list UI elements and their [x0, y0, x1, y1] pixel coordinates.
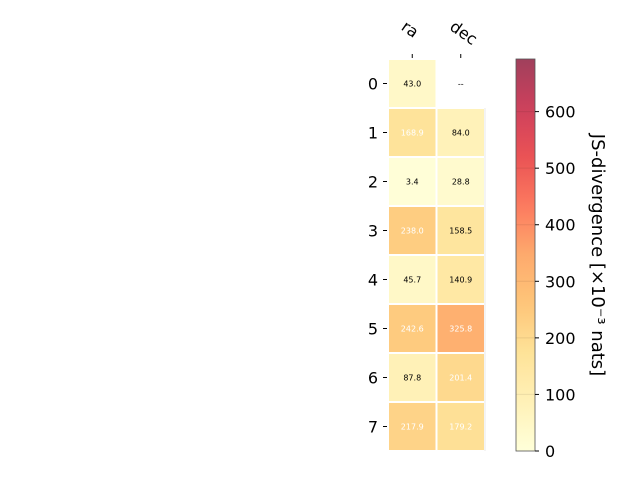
row-tick-label: 1 [368, 124, 378, 143]
heatmap-cell [437, 158, 484, 205]
heatmap-cell-label: 238.0 [401, 227, 424, 236]
column-ticks: ra dec [398, 17, 481, 58]
colorbar-label: JS-divergence [×10⁻³ nats] [587, 133, 608, 376]
heatmap-cell [389, 60, 436, 107]
heatmap-cell [389, 256, 436, 303]
heatmap-cell-label: 45.7 [403, 276, 421, 285]
colorbar-tick-label: 300 [545, 272, 576, 291]
heatmap-cell-label: 84.0 [452, 129, 470, 138]
heatmap-cell-label: 28.8 [452, 178, 470, 187]
heatmap-cell-label: 168.9 [401, 129, 424, 138]
heatmap-cell [437, 207, 484, 254]
heatmap-cell-label: 43.0 [403, 80, 421, 89]
row-tick-label: 7 [368, 418, 378, 437]
colorbar-tick-label: 0 [545, 442, 555, 461]
heatmap-cell-label: -- [458, 80, 464, 89]
heatmap-cell [437, 305, 484, 352]
heatmap-cell [389, 109, 436, 156]
heatmap-cell [389, 158, 436, 205]
heatmap-cell-label: 158.5 [449, 227, 472, 236]
row-tick-label: 2 [368, 173, 378, 192]
heatmap-cell [389, 207, 436, 254]
column-tick-label: dec [446, 17, 480, 49]
row-tick-label: 3 [368, 222, 378, 241]
heatmap-cell [437, 256, 484, 303]
heatmap-cell-label: 217.9 [401, 423, 424, 432]
heatmap-cell [437, 403, 484, 450]
heatmap-cell-label: 325.8 [449, 325, 472, 334]
colorbar-tick-label: 400 [545, 216, 576, 235]
row-tick-label: 0 [368, 75, 378, 94]
colorbar-tick-label: 500 [545, 159, 576, 178]
column-tick-label: ra [398, 17, 422, 42]
heatmap-cell-label: 242.6 [401, 325, 424, 334]
row-tick-label: 6 [368, 369, 378, 388]
colorbar-gradient [516, 59, 535, 451]
heatmap-cell-label: 179.2 [449, 423, 472, 432]
colorbar-tick-label: 100 [545, 385, 576, 404]
heatmap-cell [389, 403, 436, 450]
row-tick-label: 4 [368, 271, 378, 290]
colorbar-tick-label: 600 [545, 103, 576, 122]
row-ticks: 0 1 2 3 4 5 6 7 [368, 75, 387, 437]
heatmap-cell [389, 305, 436, 352]
heatmap-cell [437, 354, 484, 401]
heatmap-cell-label: 140.9 [449, 276, 472, 285]
colorbar: 0 100 200 300 400 500 600 [515, 58, 576, 461]
row-tick-label: 5 [368, 320, 378, 339]
heatmap-cell [437, 109, 484, 156]
colorbar-frame [515, 58, 536, 452]
heatmap-cell-label: 3.4 [406, 178, 419, 187]
heatmap-cells: 43.0 -- 168.9 84.0 3.4 28.8 238.0 158.5 45.7 140.… [389, 60, 486, 451]
colorbar-tick-label: 200 [545, 329, 576, 348]
heatmap-cell-label: 201.4 [449, 374, 472, 383]
heatmap-cell-label: 87.8 [403, 374, 421, 383]
heatmap-cell [389, 354, 436, 401]
